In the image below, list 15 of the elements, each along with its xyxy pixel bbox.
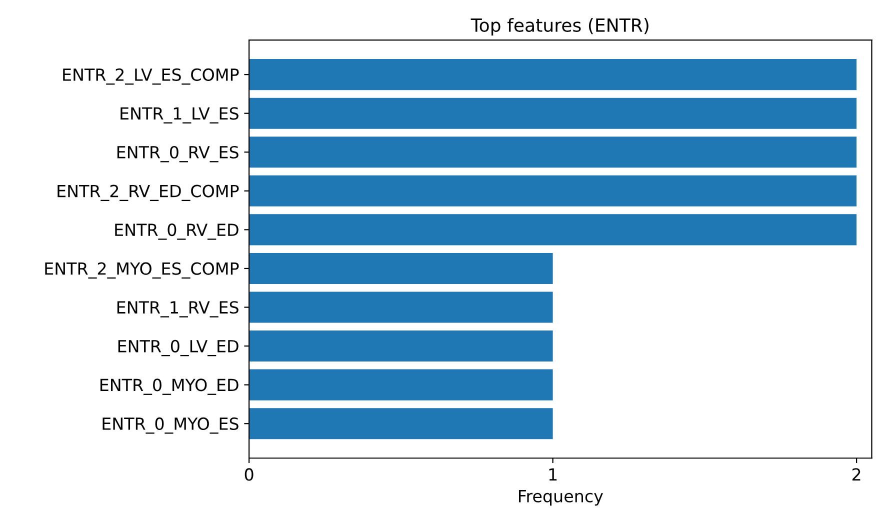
y-tick-label: ENTR_0_MYO_ED xyxy=(100,378,238,395)
y-tick-label: ENTR_1_RV_ES xyxy=(117,301,238,318)
x-axis-title: Frequency xyxy=(518,490,603,506)
x-tick-label: 2 xyxy=(852,468,860,481)
y-tick-label: ENTR_2_RV_ED_COMP xyxy=(58,184,239,202)
y-tick-label: ENTR_0_LV_ED xyxy=(118,340,238,356)
x-tick-label: 0 xyxy=(244,468,254,481)
y-tick-label: ENTR_0_RV_ED xyxy=(115,224,238,240)
y-tick-label: ENTR_1_LV_ES xyxy=(120,107,238,124)
chart-title: Top features (ENTR) xyxy=(470,18,648,36)
y-tick-label: ENTR_0_RV_ES xyxy=(117,146,238,162)
y-tick-label: ENTR_2_LV_ES_COMP xyxy=(63,68,239,85)
y-tick-label: ENTR_0_MYO_ES xyxy=(102,417,238,434)
x-tick-label: 1 xyxy=(549,468,557,481)
y-tick-label: ENTR_2_MYO_ES_COMP xyxy=(45,262,239,279)
